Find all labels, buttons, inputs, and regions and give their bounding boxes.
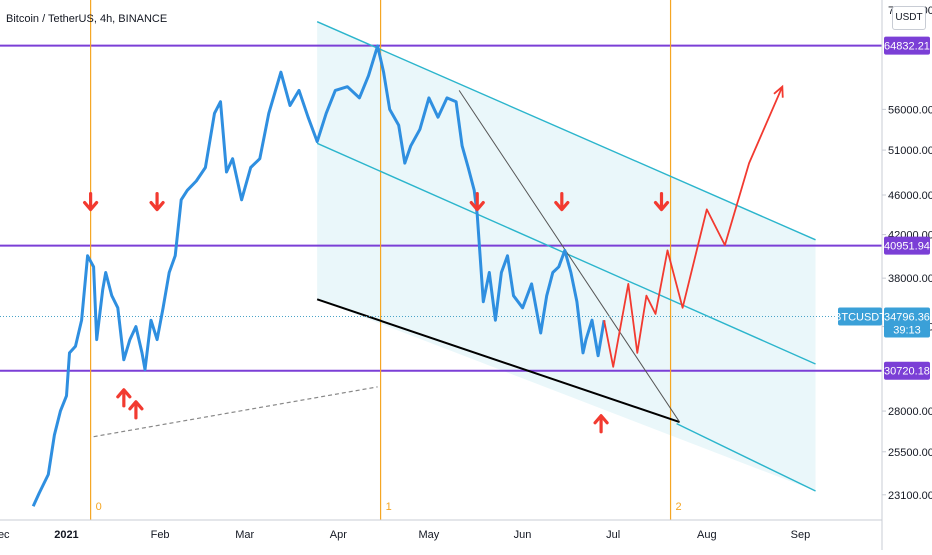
x-tick-label: Sep bbox=[791, 529, 811, 541]
up-arrow-head bbox=[593, 414, 609, 425]
support-line[interactable] bbox=[316, 298, 680, 424]
channel-upper-line[interactable] bbox=[316, 21, 816, 241]
cycle-label: 2 bbox=[676, 501, 682, 513]
projection-arrowhead bbox=[773, 84, 784, 98]
projection-line[interactable] bbox=[603, 86, 784, 368]
x-tick-label: Dec bbox=[0, 529, 10, 541]
currency-selector[interactable]: USDT bbox=[892, 6, 926, 30]
y-tick-label: 25500.00 bbox=[888, 447, 932, 459]
x-tick-label: May bbox=[419, 529, 440, 541]
y-tick-label: 56000.00 bbox=[888, 104, 932, 116]
down-arrow-head bbox=[554, 200, 570, 212]
y-tick-label: 23100.00 bbox=[888, 490, 932, 502]
cycle-label: 1 bbox=[386, 501, 392, 513]
symbol-tag-label: BTCUSDT bbox=[834, 311, 886, 323]
y-tick-label: 46000.00 bbox=[888, 190, 932, 202]
down-arrow-head bbox=[83, 200, 99, 212]
x-tick-label: Aug bbox=[697, 529, 717, 541]
down-arrow-head bbox=[653, 200, 670, 212]
symbol-tag[interactable] bbox=[838, 307, 882, 326]
level-tag bbox=[884, 236, 930, 255]
trend-line[interactable] bbox=[458, 90, 681, 423]
chart-title: Bitcoin / TetherUS, 4h, BINANCE bbox=[6, 13, 167, 25]
x-tick-label: Jun bbox=[514, 529, 532, 541]
y-tick-label: 51000.00 bbox=[888, 145, 932, 157]
up-arrow-head bbox=[128, 400, 144, 411]
x-tick-label: Feb bbox=[151, 529, 170, 541]
cycle-label: 0 bbox=[96, 501, 102, 513]
y-tick-label: 38000.00 bbox=[888, 273, 932, 285]
level-tag-label: 30720.18 bbox=[884, 366, 930, 378]
current-price-tag bbox=[884, 307, 930, 338]
x-tick-label: 2021 bbox=[54, 529, 78, 541]
level-tag-label: 64832.21 bbox=[884, 41, 930, 53]
current-price-label: 34796.36 bbox=[884, 311, 930, 323]
x-tick-label: Jul bbox=[606, 529, 620, 541]
level-tag bbox=[884, 361, 930, 380]
x-tick-label: Mar bbox=[235, 529, 254, 541]
dotted-trend-line[interactable] bbox=[93, 386, 378, 438]
level-tag-label: 40951.94 bbox=[884, 241, 930, 253]
x-tick-label: Apr bbox=[330, 529, 347, 541]
price-series-line[interactable] bbox=[31, 44, 606, 507]
y-tick-label: 28000.00 bbox=[888, 406, 932, 418]
level-tag bbox=[884, 36, 930, 55]
down-arrow-head bbox=[469, 200, 485, 212]
countdown-label: 39:13 bbox=[893, 324, 921, 336]
up-arrow-head bbox=[116, 388, 132, 399]
channel-lower-line[interactable] bbox=[676, 423, 816, 492]
down-arrow-head bbox=[149, 200, 165, 212]
